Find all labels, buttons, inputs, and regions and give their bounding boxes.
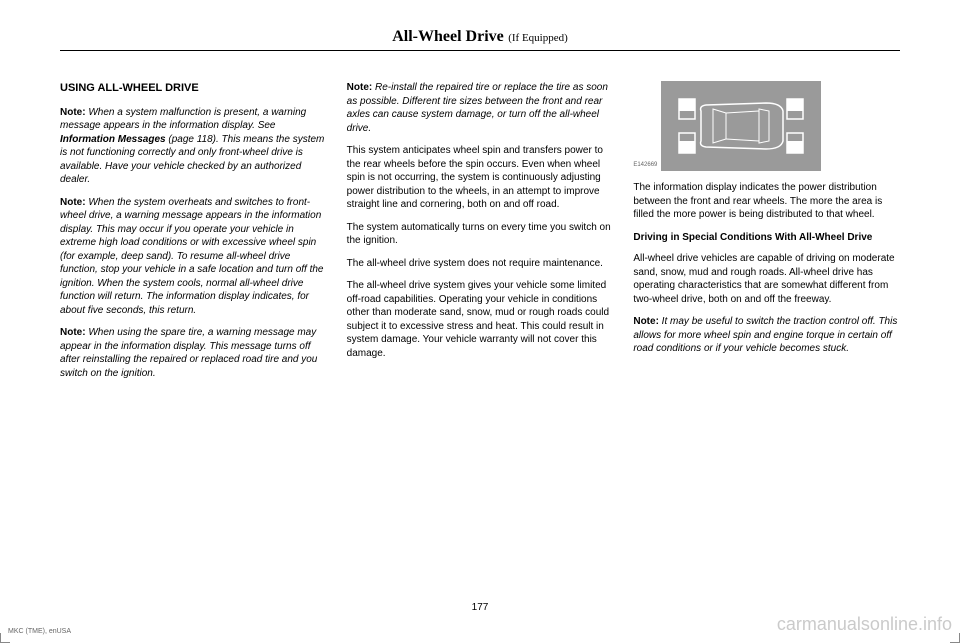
note-paragraph: Note: Re-install the repaired tire or re… [347,81,614,135]
note-bold-ref: Information Messages [60,134,166,145]
body-paragraph: The all-wheel drive system gives your ve… [347,279,614,360]
note-label: Note: [633,316,659,327]
car-top-view-icon [671,91,811,161]
note-label: Note: [347,82,373,93]
subsection-heading: Driving in Special Conditions With All-W… [633,231,900,245]
watermark: carmanualsonline.info [777,614,952,635]
body-paragraph: The all-wheel drive system does not requ… [347,257,614,271]
note-text: When the system overheats and switches t… [60,197,324,316]
note-text: When using the spare tire, a warning mes… [60,327,317,379]
diagram-container: E142669 [633,81,900,171]
section-heading: USING ALL-WHEEL DRIVE [60,81,327,96]
column-2: Note: Re-install the repaired tire or re… [347,81,614,389]
note-label: Note: [60,327,86,338]
body-paragraph: This system anticipates wheel spin and t… [347,144,614,212]
note-text: It may be useful to switch the traction … [633,316,897,354]
note-paragraph: Note: It may be useful to switch the tra… [633,315,900,356]
page-title: All-Wheel Drive [392,28,504,45]
page-title-suffix: (If Equipped) [508,32,568,44]
crop-mark [0,633,10,643]
body-paragraph: All-wheel drive vehicles are capable of … [633,252,900,306]
page-number: 177 [472,602,489,613]
note-paragraph: Note: When a system malfunction is prese… [60,106,327,187]
column-3: E142669 The information display indicate… [633,81,900,389]
note-label: Note: [60,107,86,118]
note-paragraph: Note: When the system overheats and swit… [60,196,327,318]
awd-diagram [661,81,821,171]
content-area: USING ALL-WHEEL DRIVE Note: When a syste… [0,59,960,389]
note-text: Re-install the repaired tire or replace … [347,82,608,134]
crop-mark [950,633,960,643]
body-paragraph: The information display indicates the po… [633,181,900,222]
footer-left: MKC (TME), enUSA [8,628,71,635]
body-paragraph: The system automatically turns on every … [347,221,614,248]
note-label: Note: [60,197,86,208]
note-paragraph: Note: When using the spare tire, a warni… [60,326,327,380]
diagram-label: E142669 [633,161,657,169]
note-text: When a system malfunction is present, a … [60,107,306,132]
column-1: USING ALL-WHEEL DRIVE Note: When a syste… [60,81,327,389]
header-rule [60,50,900,51]
page-header: All-Wheel Drive (If Equipped) [0,0,960,59]
